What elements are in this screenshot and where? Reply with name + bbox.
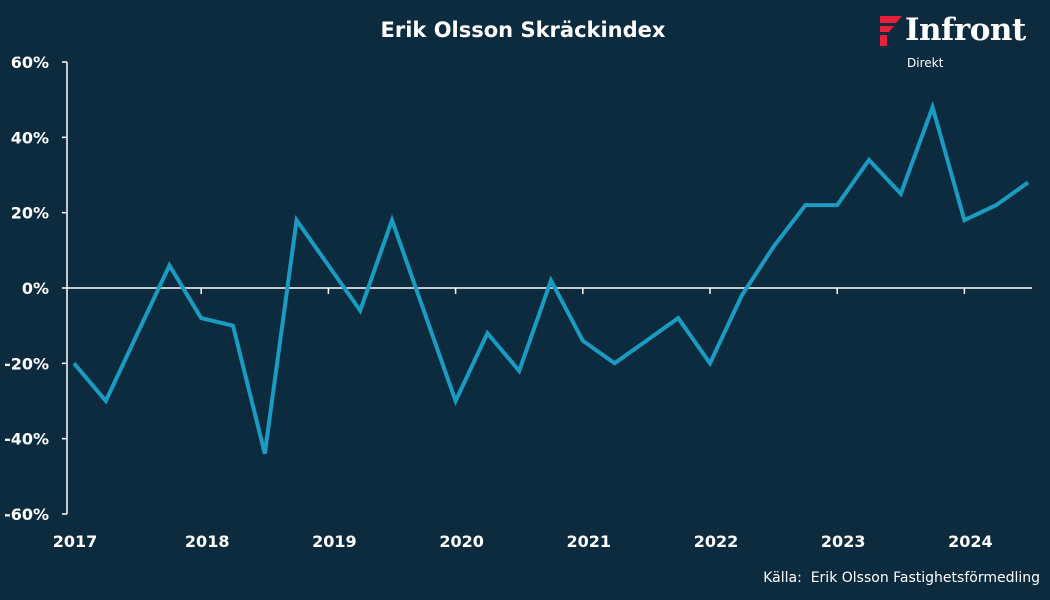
chart-title: Erik Olsson Skräckindex [381, 18, 666, 42]
x-tick-label: 2021 [567, 532, 612, 551]
infront-logo: Infront Direkt [878, 12, 1043, 76]
y-tick-label: 20% [11, 204, 49, 223]
x-tick-label: 2019 [312, 532, 357, 551]
y-tick-label: -60% [4, 505, 49, 524]
y-tick-label: 60% [11, 53, 49, 72]
logo-subtitle: Direkt [907, 56, 944, 70]
series-layer [72, 100, 1030, 455]
x-tick-label: 2018 [185, 532, 230, 551]
x-tick-label: 2023 [821, 532, 866, 551]
source-note: Källa: Erik Olsson Fastighetsförmedling [763, 570, 1040, 586]
y-tick-label: 40% [11, 128, 49, 147]
y-tick-label: -20% [4, 354, 49, 373]
x-tick-label: 2024 [948, 532, 993, 551]
y-tick-label: 0% [22, 279, 49, 298]
x-tick-label: 2020 [439, 532, 484, 551]
logo-text: Infront [905, 12, 1026, 48]
y-axis: 60% 40% 20% 0% -20% -40% -60% [4, 53, 68, 524]
y-tick-label: -40% [4, 430, 49, 449]
x-tick-label: 2022 [694, 532, 739, 551]
infront-flag-icon [880, 16, 902, 46]
series-line [72, 100, 1030, 455]
x-tick-label: 2017 [53, 532, 98, 551]
x-axis: 2017 2018 2019 2020 2021 2022 2023 2024 [53, 287, 1032, 551]
